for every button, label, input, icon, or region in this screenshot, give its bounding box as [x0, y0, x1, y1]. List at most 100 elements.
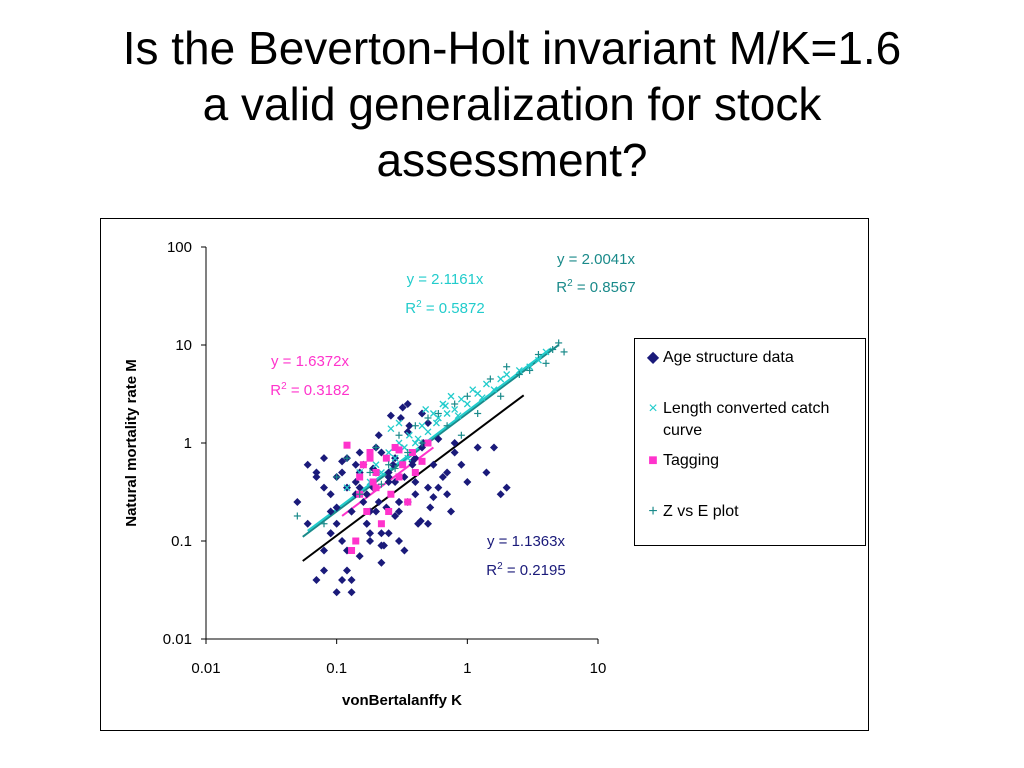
data-point-length — [441, 402, 449, 410]
square-marker-icon: ■ — [648, 452, 658, 469]
title-line-1: Is the Beverton-Holt invariant M/K=1.6 — [122, 22, 902, 74]
data-point-age — [457, 460, 466, 469]
data-point-length — [343, 484, 351, 492]
data-point-length — [490, 386, 498, 394]
data-point-length — [385, 449, 393, 456]
data-point-age — [362, 490, 371, 499]
data-point-age — [403, 400, 412, 409]
data-point-age — [366, 529, 375, 538]
y-tick-label: 0.01 — [163, 631, 192, 648]
data-point-zvse — [474, 409, 482, 417]
data-point-age — [450, 448, 459, 457]
data-point-age — [450, 439, 459, 447]
data-point-age — [490, 443, 499, 452]
data-point-zvse — [463, 392, 471, 400]
data-point-age — [303, 460, 312, 469]
data-point-length — [443, 410, 451, 417]
data-point-age — [362, 519, 371, 528]
data-point-length — [422, 405, 430, 413]
data-point-age — [443, 468, 452, 477]
title-line-3: assessment? — [376, 134, 648, 186]
data-point-age — [398, 403, 407, 412]
data-point-length — [451, 405, 459, 413]
data-point-age — [384, 472, 393, 481]
data-point-age — [355, 448, 364, 457]
data-point-age — [332, 588, 341, 597]
regression-line-1 — [307, 347, 553, 532]
data-point-zvse — [385, 461, 393, 469]
data-point-tagging — [418, 457, 426, 465]
data-point-length — [411, 439, 419, 447]
data-point-age — [403, 427, 412, 436]
data-point-age — [312, 575, 321, 584]
data-point-age — [395, 507, 404, 516]
title-line-2: a valid generalization for stock — [202, 78, 822, 130]
data-point-length — [534, 356, 542, 364]
data-point-age — [379, 541, 388, 550]
data-point-length — [503, 371, 511, 378]
data-point-tagging — [399, 461, 407, 469]
data-point-age — [423, 418, 432, 427]
data-point-age — [400, 546, 409, 555]
data-point-tagging — [404, 498, 412, 506]
data-point-age — [384, 468, 393, 477]
data-point-zvse — [515, 371, 523, 379]
data-point-age — [384, 477, 393, 486]
data-point-length — [414, 435, 422, 443]
regression-r2-1: R2 = 0.5872 — [405, 299, 484, 317]
x-tick-label: 0.01 — [191, 660, 220, 677]
data-point-length — [482, 380, 490, 388]
data-point-age — [411, 477, 420, 486]
data-point-tagging — [363, 507, 371, 515]
data-point-age — [423, 519, 432, 528]
slide-title: Is the Beverton-Holt invariant M/K=1.6 a… — [0, 20, 1024, 188]
data-point-length — [515, 366, 523, 374]
x-tick-label: 0.1 — [326, 660, 347, 677]
data-point-age — [347, 507, 356, 516]
data-point-length — [447, 392, 455, 400]
data-point-age — [374, 431, 383, 440]
data-point-age — [377, 448, 386, 457]
legend-label-length: Length converted catch curve — [663, 400, 830, 439]
data-point-age — [312, 472, 321, 481]
data-point-tagging — [372, 469, 380, 477]
data-point-age — [429, 460, 438, 469]
data-point-age — [384, 529, 393, 538]
data-point-tagging — [395, 473, 403, 481]
data-point-age — [426, 503, 435, 512]
data-point-age — [418, 443, 427, 452]
data-point-age — [326, 490, 335, 499]
data-point-tagging — [366, 448, 374, 456]
data-point-tagging — [385, 507, 393, 515]
data-point-tagging — [359, 461, 367, 469]
data-point-zvse — [395, 431, 403, 439]
data-point-zvse — [366, 469, 374, 477]
y-tick-label: 10 — [175, 337, 192, 354]
data-point-length — [469, 386, 477, 394]
data-point-age — [447, 507, 456, 516]
data-point-zvse — [320, 520, 328, 528]
data-point-zvse — [534, 350, 542, 358]
data-point-tagging — [348, 546, 356, 554]
data-point-age — [332, 503, 341, 512]
data-point-tagging — [395, 446, 403, 454]
data-point-age — [386, 411, 395, 420]
x-axis-title: vonBertalanffy K — [342, 692, 462, 709]
data-point-zvse — [372, 443, 380, 451]
legend-item-age: ◆ Age structure data — [645, 347, 863, 369]
data-point-length — [542, 348, 550, 356]
data-point-age — [359, 498, 368, 507]
data-point-age — [366, 537, 375, 545]
data-point-tagging — [408, 448, 416, 456]
data-point-length — [434, 414, 442, 422]
data-point-zvse — [434, 409, 442, 417]
data-point-age — [343, 566, 352, 575]
data-point-age — [347, 588, 356, 597]
data-point-zvse — [293, 512, 301, 520]
data-point-length — [497, 375, 505, 383]
x-marker-icon: × — [648, 400, 658, 417]
regression-equation-1: y = 2.1161x — [407, 271, 484, 288]
data-point-length — [405, 431, 413, 439]
data-point-age — [320, 566, 329, 575]
